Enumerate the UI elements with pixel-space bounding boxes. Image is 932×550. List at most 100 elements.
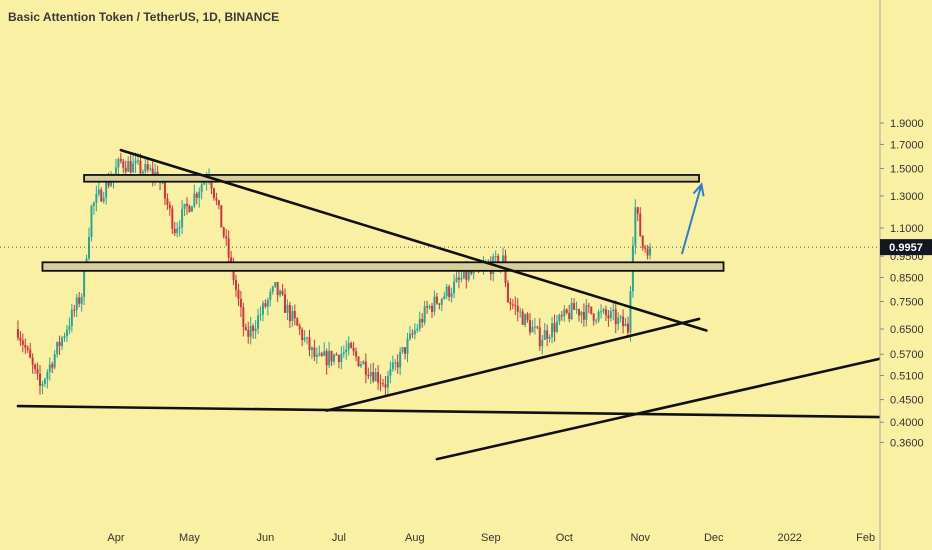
candle-down <box>578 309 580 316</box>
candle-up <box>323 351 326 356</box>
candle-up <box>68 326 71 330</box>
y-tick-label: 0.8500 <box>890 272 924 284</box>
candle-up <box>110 179 113 186</box>
candle-down <box>284 294 286 313</box>
current-price-label-text: 0.9957 <box>889 242 923 254</box>
trendline <box>325 317 701 412</box>
candle-up <box>494 256 497 258</box>
candle-up <box>178 227 181 229</box>
candle-up <box>555 321 558 332</box>
candle-down <box>529 320 531 333</box>
candle-up <box>105 181 108 198</box>
candle-down <box>587 305 590 307</box>
x-tick-label: Sep <box>481 532 501 544</box>
candle-down <box>222 227 225 237</box>
candle-down <box>195 193 198 198</box>
price-axis-background <box>880 0 932 550</box>
candle-down <box>350 343 353 348</box>
candle-up <box>102 197 105 202</box>
candle-up <box>634 207 637 246</box>
candle-up <box>63 336 66 338</box>
candle-up <box>259 314 262 316</box>
price-axis-ticks: 1.90001.70001.50001.30001.10000.95000.85… <box>880 118 924 449</box>
trendline <box>16 404 916 419</box>
candle-up <box>462 269 465 279</box>
y-tick-label: 1.3000 <box>890 191 924 203</box>
candle-down <box>227 238 230 258</box>
candle-up <box>92 202 95 206</box>
candle-down <box>21 340 24 345</box>
candle-up <box>359 364 362 367</box>
candle-down <box>355 351 358 357</box>
candle-up <box>455 277 458 282</box>
candle-up <box>286 304 289 313</box>
candle-up <box>467 271 470 280</box>
time-axis-ticks: Apr May Jun Jul Aug Sep Oct Nov Dec 2022 Feb <box>107 532 875 544</box>
candle-down <box>438 303 441 305</box>
candle-up <box>391 362 394 370</box>
candle-up <box>624 323 627 327</box>
candle-up <box>114 167 117 174</box>
candle-down <box>252 325 255 331</box>
candle-up <box>389 369 392 376</box>
candle-up <box>406 338 409 354</box>
candle-down <box>173 228 176 234</box>
candle-down <box>119 159 122 162</box>
candle-down <box>457 277 460 280</box>
candle-down <box>426 306 429 308</box>
x-tick-label: Oct <box>556 532 573 544</box>
candle-up <box>149 168 152 170</box>
candle-up <box>394 362 397 364</box>
candle-up <box>161 182 164 184</box>
candle-up <box>340 353 343 363</box>
candle-down <box>465 269 468 280</box>
candle-up <box>580 312 583 316</box>
candle-up <box>551 323 554 338</box>
candle-down <box>646 248 649 256</box>
candle-down <box>163 182 166 199</box>
candle-down <box>335 354 338 356</box>
candle-up <box>303 337 306 341</box>
candle-down <box>404 347 407 354</box>
candle-up <box>612 309 615 312</box>
candle-down <box>607 315 610 319</box>
candle-down <box>296 318 299 326</box>
candle-up <box>193 193 196 207</box>
candle-down <box>538 327 541 347</box>
candle-down <box>506 282 509 303</box>
x-tick-label: May <box>179 532 200 544</box>
y-tick-label: 1.1000 <box>890 223 924 235</box>
x-tick-label: Apr <box>107 532 124 544</box>
candle-up <box>460 278 463 280</box>
candle-down <box>186 203 188 206</box>
candle-up <box>413 330 416 335</box>
candle-up <box>543 330 546 340</box>
candle-down <box>435 296 438 304</box>
candle-down <box>239 298 242 308</box>
candle-up <box>56 341 59 355</box>
candle-up <box>261 303 264 315</box>
candle-up <box>595 320 598 322</box>
candle-up <box>597 311 600 321</box>
candle-down <box>107 181 110 186</box>
candle-down <box>470 271 473 274</box>
y-tick-label: 0.4500 <box>890 395 924 407</box>
candle-down <box>377 372 380 383</box>
candle-up <box>443 296 446 299</box>
candle-up <box>266 299 269 307</box>
trendline <box>435 349 916 461</box>
candle-up <box>53 354 56 368</box>
candle-down <box>293 311 296 319</box>
arrow-head <box>692 182 705 197</box>
candle-up <box>271 286 274 292</box>
trendlines-layer <box>16 148 916 461</box>
candle-down <box>622 316 625 327</box>
candle-down <box>367 374 370 377</box>
candle-up <box>333 354 335 362</box>
candle-up <box>134 160 137 164</box>
candle-up <box>279 290 282 296</box>
candle-down <box>58 341 61 347</box>
candle-down <box>281 290 284 295</box>
candle-down <box>352 347 355 352</box>
